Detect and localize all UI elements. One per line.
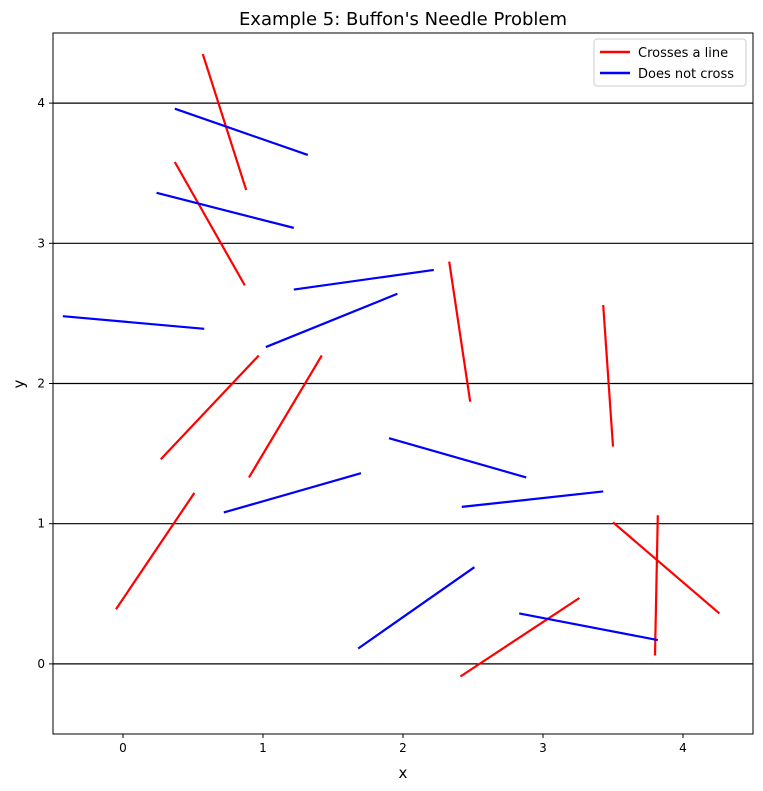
legend: Crosses a line Does not cross bbox=[593, 38, 747, 87]
x-tick-label: 2 bbox=[399, 741, 407, 755]
needle-not-crossing-4 bbox=[265, 292, 398, 349]
horizontal-lines bbox=[53, 102, 753, 665]
needle-crossing-3 bbox=[602, 304, 615, 447]
y-tick-label: 3 bbox=[37, 236, 45, 250]
needle-crossing-2 bbox=[448, 261, 472, 402]
y-tick-label: 2 bbox=[37, 377, 45, 391]
needle-crossing-0 bbox=[201, 53, 248, 191]
y-tick-label: 1 bbox=[37, 517, 45, 531]
needle-crossing-7 bbox=[612, 521, 721, 615]
needle-not-crossing-6 bbox=[223, 472, 362, 514]
legend-box bbox=[593, 38, 747, 87]
needle-not-crossing-1 bbox=[156, 191, 295, 229]
chart-title: Example 5: Buffon's Needle Problem bbox=[239, 9, 567, 30]
y-axis-ticks: 0 1 2 3 4 bbox=[37, 96, 53, 671]
needle-not-crossing-3 bbox=[62, 315, 205, 330]
needle-not-crossing-5 bbox=[388, 437, 527, 479]
y-axis-label: y bbox=[10, 379, 28, 388]
needle-crossing-4 bbox=[160, 354, 260, 460]
needle-not-crossing-8 bbox=[357, 566, 476, 650]
needle-not-crossing-7 bbox=[461, 490, 604, 508]
needle-crossing-6 bbox=[115, 492, 196, 610]
y-tick-label: 0 bbox=[37, 657, 45, 671]
x-axis-ticks: 0 1 2 3 4 bbox=[119, 734, 687, 755]
needle-crossing-5 bbox=[248, 354, 323, 478]
needle-crossing-9 bbox=[459, 597, 581, 678]
needle-not-crossing-2 bbox=[293, 268, 434, 291]
y-tick-label: 4 bbox=[37, 96, 45, 110]
needle-crossing-1 bbox=[173, 161, 246, 286]
x-tick-label: 4 bbox=[679, 741, 687, 755]
needle-not-crossing-9 bbox=[518, 612, 659, 642]
x-tick-label: 0 bbox=[119, 741, 127, 755]
x-axis-label: x bbox=[399, 764, 408, 782]
x-tick-label: 1 bbox=[259, 741, 267, 755]
legend-label-crosses: Crosses a line bbox=[638, 46, 728, 61]
needle-crossing-8 bbox=[653, 515, 659, 656]
needle-not-crossing-0 bbox=[174, 107, 309, 157]
x-tick-label: 3 bbox=[539, 741, 547, 755]
legend-label-no-cross: Does not cross bbox=[638, 67, 734, 82]
needles bbox=[62, 53, 721, 678]
